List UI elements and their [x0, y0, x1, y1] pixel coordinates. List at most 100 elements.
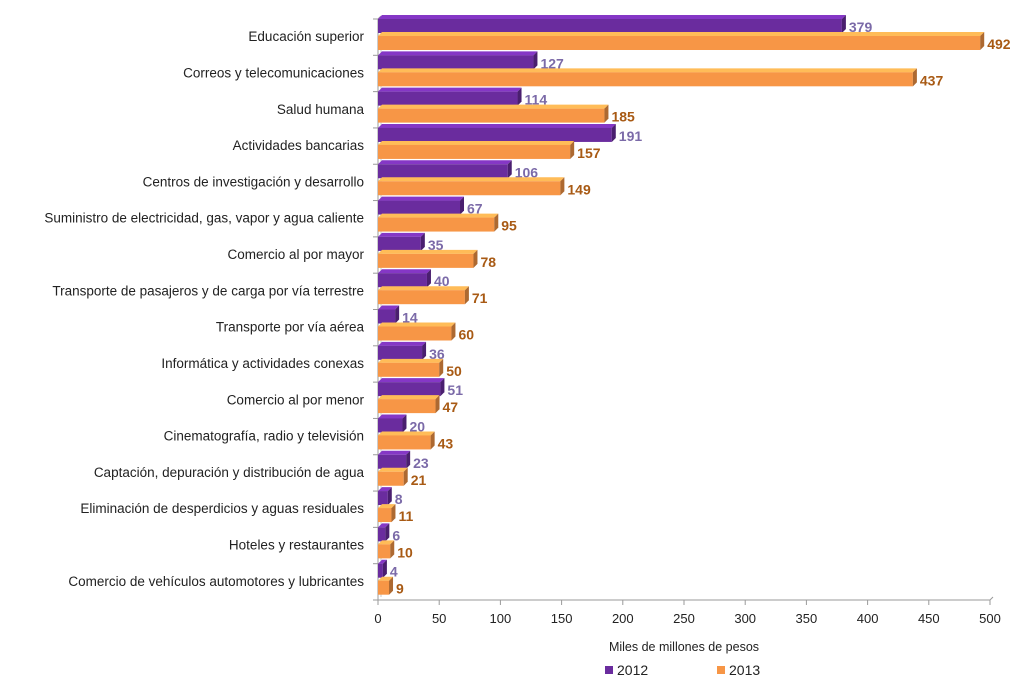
- category-label: Correos y telecomunicaciones: [183, 65, 364, 80]
- bar-top-face: [378, 213, 499, 218]
- bar-2012-4: [378, 160, 512, 179]
- x-tick-label: 0: [374, 611, 381, 626]
- bar-top-face: [378, 160, 512, 165]
- bar-side-face: [439, 358, 444, 377]
- legend-swatch-2012: [605, 666, 613, 674]
- bar-front-face: [378, 399, 436, 414]
- bar-2012-12: [378, 450, 411, 469]
- bar-side-face: [440, 378, 445, 397]
- bar-front-face: [378, 253, 474, 268]
- bar-2012-8: [378, 305, 400, 324]
- bar-2012-7: [378, 269, 431, 288]
- bar-side-face: [390, 540, 395, 559]
- value-label-2013: 21: [411, 472, 427, 488]
- bar-front-face: [378, 108, 605, 123]
- value-label-2012: 6: [392, 527, 400, 543]
- value-label-2012: 379: [849, 19, 873, 35]
- value-label-2012: 191: [619, 128, 643, 144]
- bar-side-face: [402, 414, 407, 433]
- bar-side-face: [473, 249, 478, 268]
- bar-top-face: [378, 140, 575, 145]
- bar-2013-3: [378, 140, 575, 159]
- x-tick-label: 500: [979, 611, 1001, 626]
- value-label-2013: 492: [987, 36, 1011, 52]
- bar-front-face: [378, 454, 407, 469]
- bar-top-face: [378, 341, 427, 346]
- value-label-2012: 8: [395, 491, 403, 507]
- bar-front-face: [378, 36, 981, 50]
- value-label-2013: 149: [567, 181, 591, 197]
- bar-top-face: [378, 576, 394, 581]
- bar-side-face: [406, 450, 411, 469]
- value-label-2013: 78: [480, 254, 496, 270]
- bar-side-face: [422, 341, 427, 360]
- bar-top-face: [378, 32, 985, 36]
- bar-top-face: [378, 196, 465, 201]
- bar-side-face: [420, 232, 425, 251]
- value-label-2012: 67: [467, 201, 483, 217]
- category-label: Centros de investigación y desarrollo: [143, 174, 364, 189]
- value-label-2013: 47: [443, 399, 459, 415]
- value-label-2013: 185: [611, 109, 635, 125]
- bar-top-face: [378, 87, 522, 92]
- bar-front-face: [378, 164, 508, 179]
- bar-side-face: [387, 487, 392, 506]
- bar-front-face: [378, 200, 461, 215]
- category-label: Eliminación de desperdicios y aguas resi…: [80, 501, 364, 516]
- bar-2012-2: [378, 87, 522, 106]
- bar-front-face: [378, 527, 386, 542]
- category-label: Cinematografía, radio y televisión: [164, 429, 364, 444]
- value-label-2013: 9: [396, 581, 404, 597]
- x-tick-label: 350: [796, 611, 818, 626]
- bar-front-face: [378, 435, 431, 450]
- bar-side-face: [382, 559, 387, 578]
- value-label-2012: 23: [413, 455, 429, 471]
- value-label-2013: 10: [397, 544, 413, 560]
- bar-side-face: [611, 123, 616, 142]
- value-label-2012: 35: [428, 237, 444, 253]
- value-label-2013: 50: [446, 363, 462, 379]
- bar-front-face: [378, 418, 403, 433]
- bar-2012-15: [378, 559, 387, 578]
- bar-2013-11: [378, 431, 435, 450]
- category-label: Hoteles y restaurantes: [229, 538, 364, 553]
- bar-2013-15: [378, 576, 394, 595]
- value-label-2012: 127: [540, 55, 564, 71]
- bar-side-face: [464, 286, 469, 305]
- bar-top-face: [378, 523, 390, 528]
- category-label: Suministro de electricidad, gas, vapor y…: [44, 211, 364, 226]
- bar-2012-0: [378, 15, 846, 33]
- category-label: Transporte de pasajeros y de carga por v…: [52, 283, 364, 298]
- bar-front-face: [378, 55, 534, 70]
- bar-top-face: [378, 15, 846, 19]
- bar-front-face: [378, 326, 452, 341]
- bar-top-face: [378, 269, 431, 274]
- bar-side-face: [560, 177, 565, 196]
- bar-front-face: [378, 309, 396, 324]
- legend-label-2012: 2012: [617, 662, 648, 678]
- bar-2012-10: [378, 378, 445, 397]
- bar-2013-0: [378, 32, 985, 50]
- bar-2013-7: [378, 286, 469, 305]
- bar-front-face: [378, 19, 842, 33]
- bar-front-face: [378, 362, 440, 377]
- bar-top-face: [378, 467, 408, 472]
- bar-top-face: [378, 487, 392, 492]
- bar-top-face: [378, 249, 478, 254]
- category-label: Comercio de vehículos automotores y lubr…: [68, 574, 364, 589]
- bar-2013-10: [378, 395, 440, 414]
- bar-front-face: [378, 144, 571, 159]
- bar-top-face: [378, 358, 444, 363]
- x-tick-label: 250: [673, 611, 695, 626]
- bar-2012-5: [378, 196, 465, 215]
- bar-top-face: [378, 414, 407, 419]
- bar-side-face: [507, 160, 512, 179]
- bar-front-face: [378, 382, 441, 397]
- bar-front-face: [378, 72, 913, 87]
- bar-side-face: [435, 395, 440, 414]
- x-tick-label: 200: [612, 611, 634, 626]
- bar-2012-11: [378, 414, 407, 433]
- bar-front-face: [378, 471, 404, 486]
